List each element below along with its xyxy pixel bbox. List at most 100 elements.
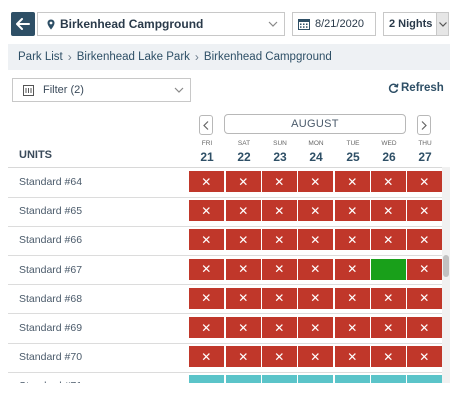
unavailable-x-icon: ✕	[347, 174, 358, 189]
unit-name[interactable]: Standard #68	[19, 292, 83, 305]
availability-cell-unavailable[interactable]: ✕	[262, 287, 297, 309]
availability-cell-unavailable[interactable]: ✕	[298, 200, 333, 222]
unavailable-x-icon: ✕	[274, 174, 285, 189]
date-picker[interactable]: 8/21/2020	[292, 12, 376, 36]
day-number: 26	[382, 150, 396, 164]
availability-cell-partial[interactable]	[298, 375, 333, 383]
availability-cell-unavailable[interactable]: ✕	[298, 258, 333, 280]
scroll-thumb[interactable]	[443, 255, 449, 277]
unavailable-x-icon: ✕	[419, 291, 430, 306]
prev-month-button[interactable]	[199, 115, 213, 135]
unavailable-x-icon: ✕	[383, 174, 394, 189]
availability-cell-unavailable[interactable]: ✕	[226, 258, 261, 280]
unit-name[interactable]: Standard #70	[19, 351, 83, 364]
unit-row: Standard #64 ✕ ✕ ✕ ✕ ✕ ✕ ✕	[8, 168, 442, 198]
availability-cell-partial[interactable]	[407, 375, 442, 383]
day-of-week: THU	[418, 140, 432, 147]
availability-cell-unavailable[interactable]: ✕	[407, 200, 442, 222]
availability-cell-unavailable[interactable]: ✕	[407, 287, 442, 309]
availability-cell-unavailable[interactable]: ✕	[371, 317, 406, 338]
availability-cell-unavailable[interactable]: ✕	[262, 200, 297, 222]
availability-cell-unavailable[interactable]: ✕	[226, 346, 261, 368]
availability-cell-unavailable[interactable]: ✕	[407, 229, 442, 251]
availability-cell-unavailable[interactable]: ✕	[189, 317, 224, 338]
availability-cell-unavailable[interactable]: ✕	[335, 287, 370, 309]
breadcrumb-park[interactable]: Birkenhead Lake Park	[76, 51, 190, 63]
availability-cell-unavailable[interactable]: ✕	[407, 317, 442, 338]
availability-cell-unavailable[interactable]: ✕	[189, 287, 224, 309]
availability-cell-unavailable[interactable]: ✕	[407, 171, 442, 192]
nights-select[interactable]: 2 Nights	[383, 12, 449, 36]
refresh-label: Refresh	[401, 82, 444, 94]
unavailable-x-icon: ✕	[274, 349, 285, 364]
availability-cell-unavailable[interactable]: ✕	[335, 258, 370, 280]
availability-cell-unavailable[interactable]: ✕	[335, 346, 370, 368]
unit-name[interactable]: Standard #66	[19, 234, 83, 247]
unit-name[interactable]: Standard #65	[19, 205, 83, 218]
availability-cell-unavailable[interactable]: ✕	[226, 171, 261, 192]
availability-cell-unavailable[interactable]: ✕	[298, 346, 333, 368]
availability-cell-unavailable[interactable]: ✕	[298, 229, 333, 251]
availability-cell-partial[interactable]	[189, 375, 224, 383]
unavailable-x-icon: ✕	[310, 232, 321, 247]
availability-cell-unavailable[interactable]: ✕	[189, 200, 224, 222]
availability-cell-partial[interactable]	[335, 375, 370, 383]
availability-cell-unavailable[interactable]: ✕	[262, 346, 297, 368]
availability-cell-unavailable[interactable]: ✕	[262, 229, 297, 251]
availability-cell-unavailable[interactable]: ✕	[189, 229, 224, 251]
availability-cell-unavailable[interactable]: ✕	[189, 346, 224, 368]
availability-cell-unavailable[interactable]: ✕	[335, 171, 370, 192]
day-of-week: MON	[308, 140, 324, 147]
refresh-button[interactable]: Refresh	[388, 82, 444, 94]
availability-cell-unavailable[interactable]: ✕	[371, 200, 406, 222]
scrollbar[interactable]	[442, 167, 450, 383]
availability-cell-unavailable[interactable]: ✕	[226, 200, 261, 222]
availability-cell-unavailable[interactable]: ✕	[226, 229, 261, 251]
filter-dropdown[interactable]: Filter (2)	[12, 78, 191, 102]
unit-name[interactable]: Standard #71	[19, 372, 82, 383]
availability-cell-unavailable[interactable]: ✕	[262, 317, 297, 338]
availability-cell-unavailable[interactable]: ✕	[371, 287, 406, 309]
availability-cell-partial[interactable]	[371, 375, 406, 383]
unavailable-x-icon: ✕	[310, 349, 321, 364]
availability-cell-unavailable[interactable]: ✕	[371, 171, 406, 192]
unavailable-x-icon: ✕	[419, 262, 430, 277]
availability-cell-partial[interactable]	[226, 375, 261, 383]
availability-cell-partial[interactable]	[262, 375, 297, 383]
availability-cell-unavailable[interactable]: ✕	[371, 346, 406, 368]
availability-cell-unavailable[interactable]: ✕	[226, 317, 261, 338]
availability-cell-unavailable[interactable]: ✕	[371, 229, 406, 251]
unavailable-x-icon: ✕	[310, 320, 321, 335]
next-month-button[interactable]	[417, 115, 431, 135]
breadcrumb-park-list[interactable]: Park List	[18, 51, 63, 63]
campground-select[interactable]: Birkenhead Campground	[37, 12, 285, 36]
availability-cell-unavailable[interactable]: ✕	[335, 317, 370, 338]
breadcrumb-campground[interactable]: Birkenhead Campground	[203, 51, 332, 63]
unit-row: Standard #67 ✕ ✕ ✕ ✕ ✕ ✕	[8, 256, 442, 286]
availability-cell-unavailable[interactable]: ✕	[189, 258, 224, 280]
unavailable-x-icon: ✕	[238, 262, 249, 277]
availability-cell-unavailable[interactable]: ✕	[262, 258, 297, 280]
unavailable-x-icon: ✕	[201, 203, 212, 218]
availability-cell-unavailable[interactable]: ✕	[335, 200, 370, 222]
availability-cell-unavailable[interactable]: ✕	[298, 317, 333, 338]
availability-cell-unavailable[interactable]: ✕	[407, 258, 442, 280]
availability-cell-unavailable[interactable]: ✕	[298, 171, 333, 192]
unit-name[interactable]: Standard #64	[19, 176, 83, 188]
availability-cell-unavailable[interactable]: ✕	[262, 171, 297, 192]
chevron-down-icon	[262, 21, 284, 27]
availability-cell-available[interactable]	[371, 258, 406, 280]
unit-name[interactable]: Standard #67	[19, 263, 83, 276]
availability-cell-unavailable[interactable]: ✕	[335, 229, 370, 251]
unavailable-x-icon: ✕	[201, 349, 212, 364]
availability-cell-unavailable[interactable]: ✕	[298, 287, 333, 309]
back-button[interactable]	[11, 12, 35, 36]
unit-name[interactable]: Standard #69	[19, 322, 83, 334]
unit-row: Standard #71	[8, 372, 442, 383]
unavailable-x-icon: ✕	[310, 174, 321, 189]
unavailable-x-icon: ✕	[274, 262, 285, 277]
availability-cell-unavailable[interactable]: ✕	[189, 171, 224, 192]
availability-cell-unavailable[interactable]: ✕	[407, 346, 442, 368]
unavailable-x-icon: ✕	[274, 320, 285, 335]
availability-cell-unavailable[interactable]: ✕	[226, 287, 261, 309]
